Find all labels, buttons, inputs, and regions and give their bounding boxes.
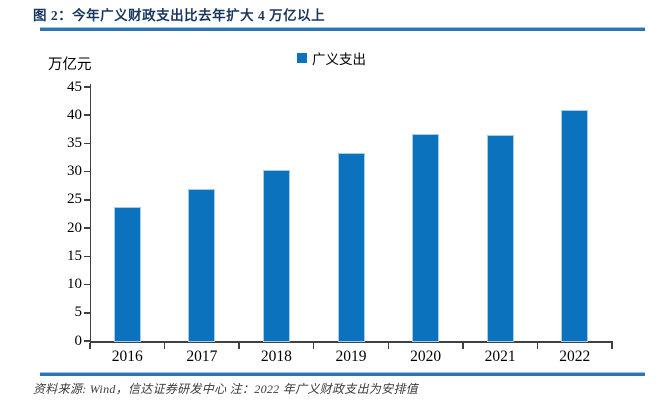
x-tick-label: 2022 — [559, 348, 591, 365]
bar — [263, 170, 289, 341]
x-tick-label: 2020 — [410, 348, 442, 365]
x-tick-mark — [611, 343, 613, 349]
bar — [487, 136, 513, 341]
legend-swatch-icon — [297, 53, 307, 63]
y-tick-label: 20 — [67, 219, 82, 236]
y-tick-mark — [84, 255, 90, 258]
top-rule — [40, 27, 645, 31]
bar — [338, 154, 364, 341]
y-tick-label: 35 — [67, 134, 82, 151]
y-tick-mark — [84, 199, 90, 201]
chart-legend: 广义支出 — [297, 48, 366, 68]
x-tick-mark — [312, 343, 315, 349]
x-tick-mark — [536, 343, 539, 349]
x-tick-label: 2017 — [186, 348, 218, 365]
y-tick-label: 15 — [67, 247, 82, 264]
y-tick-mark — [84, 283, 90, 286]
x-tick-mark — [238, 343, 240, 349]
figure-title: 图 2：今年广义财政支出比去年扩大 4 万亿以上 — [33, 8, 326, 23]
y-tick-label: 10 — [67, 276, 82, 293]
plot-area — [90, 84, 613, 343]
y-tick-label: 5 — [74, 304, 83, 321]
y-tick-label: 0 — [74, 332, 83, 349]
x-tick-mark — [163, 343, 166, 349]
bar — [189, 190, 215, 341]
x-tick-label: 2016 — [111, 348, 143, 365]
x-tick-mark — [462, 343, 464, 349]
y-tick-label: 25 — [67, 191, 82, 208]
y-tick-label: 45 — [67, 78, 82, 95]
x-tick-label: 2019 — [335, 348, 367, 365]
y-axis-unit-label: 万亿元 — [48, 57, 92, 73]
source-note: 资料来源: Wind，信达证券研发中心 注：2022 年广义财政支出为安排值 — [33, 382, 419, 396]
y-tick-mark — [84, 340, 90, 342]
x-tick-mark — [89, 343, 91, 349]
y-tick-mark — [84, 86, 90, 88]
y-tick-mark — [84, 142, 90, 145]
y-tick-mark — [84, 227, 90, 229]
bottom-rule — [40, 372, 645, 376]
x-tick-label: 2018 — [260, 348, 292, 365]
bar — [413, 134, 439, 341]
x-tick-label: 2021 — [484, 348, 516, 365]
y-tick-mark — [84, 170, 90, 173]
bar — [562, 111, 588, 341]
y-tick-label: 30 — [67, 163, 82, 180]
x-tick-mark — [387, 343, 390, 349]
y-tick-mark — [84, 114, 90, 116]
y-tick-label: 40 — [67, 106, 82, 123]
bar — [114, 208, 140, 341]
legend-series-label: 广义支出 — [312, 52, 366, 67]
y-tick-mark — [84, 312, 90, 314]
